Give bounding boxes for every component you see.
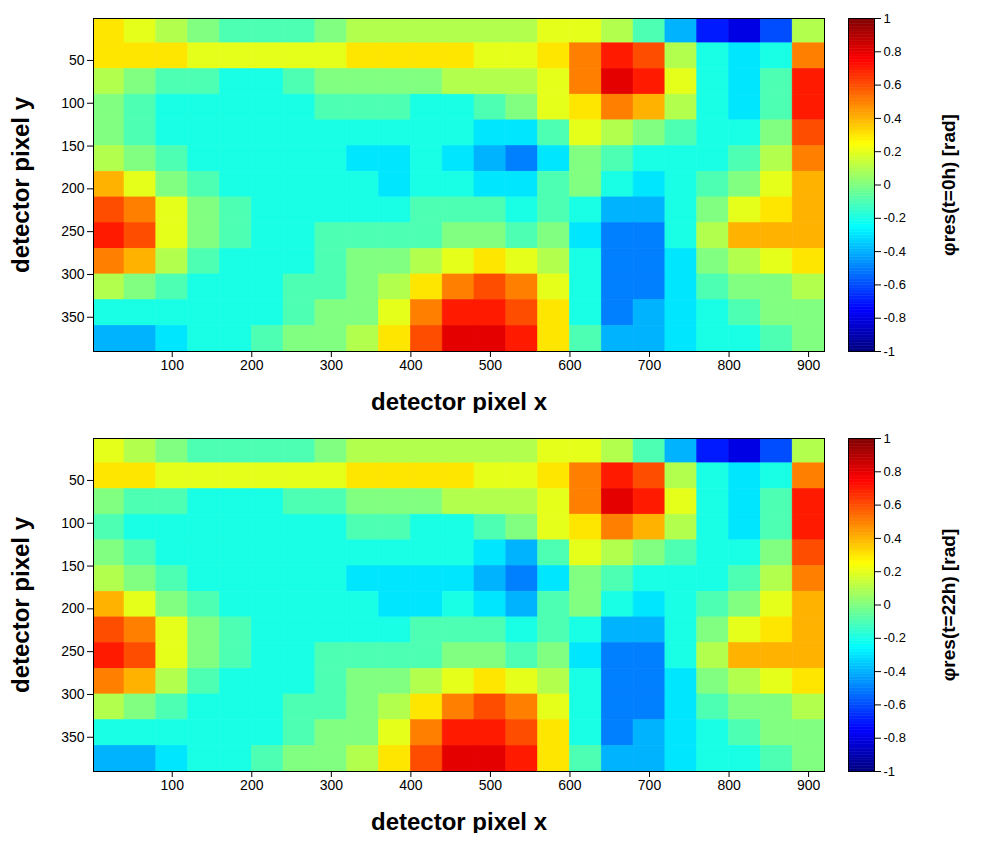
svg-text:0.4: 0.4 (884, 531, 902, 546)
svg-text:300: 300 (320, 777, 344, 793)
svg-text:800: 800 (717, 357, 741, 373)
svg-text:0.6: 0.6 (884, 77, 902, 92)
svg-text:-0.6: -0.6 (884, 697, 906, 712)
svg-text:-0.4: -0.4 (884, 664, 906, 679)
svg-text:900: 900 (797, 357, 821, 373)
svg-text:150: 150 (61, 138, 85, 154)
svg-text:700: 700 (638, 357, 662, 373)
svg-text:0.6: 0.6 (884, 497, 902, 512)
svg-text:detector pixel x: detector pixel x (371, 808, 548, 834)
svg-text:700: 700 (638, 777, 662, 793)
svg-text:detector pixel x: detector pixel x (371, 388, 548, 414)
svg-text:200: 200 (240, 357, 264, 373)
svg-text:350: 350 (61, 729, 85, 745)
svg-text:0.2: 0.2 (884, 144, 902, 159)
svg-text:350: 350 (61, 309, 85, 325)
svg-text:400: 400 (399, 357, 423, 373)
svg-text:200: 200 (240, 777, 264, 793)
svg-text:200: 200 (61, 600, 85, 616)
svg-text:-0.2: -0.2 (884, 210, 906, 225)
svg-text:500: 500 (479, 357, 503, 373)
svg-text:-1: -1 (884, 344, 896, 359)
svg-text:φres(t=22h) [rad]: φres(t=22h) [rad] (938, 529, 959, 681)
svg-text:0.2: 0.2 (884, 564, 902, 579)
svg-text:0.8: 0.8 (884, 44, 902, 59)
svg-text:400: 400 (399, 777, 423, 793)
svg-text:-1: -1 (884, 764, 896, 779)
svg-text:100: 100 (61, 95, 85, 111)
svg-text:50: 50 (69, 52, 85, 68)
svg-text:0: 0 (884, 177, 891, 192)
svg-text:0.8: 0.8 (884, 464, 902, 479)
svg-text:900: 900 (797, 777, 821, 793)
svg-text:φres(t=0h) [rad]: φres(t=0h) [rad] (938, 114, 959, 256)
svg-text:-0.8: -0.8 (884, 730, 906, 745)
svg-text:detector pixel y: detector pixel y (8, 96, 34, 273)
svg-text:250: 250 (61, 643, 85, 659)
svg-text:-0.4: -0.4 (884, 244, 906, 259)
svg-text:-0.6: -0.6 (884, 277, 906, 292)
svg-text:0.4: 0.4 (884, 111, 902, 126)
svg-text:-0.8: -0.8 (884, 310, 906, 325)
svg-text:300: 300 (320, 357, 344, 373)
svg-text:800: 800 (717, 777, 741, 793)
svg-text:100: 100 (61, 515, 85, 531)
svg-text:500: 500 (479, 777, 503, 793)
svg-text:detector pixel y: detector pixel y (8, 516, 34, 693)
svg-text:300: 300 (61, 686, 85, 702)
svg-text:1: 1 (884, 11, 891, 26)
svg-text:50: 50 (69, 472, 85, 488)
svg-text:600: 600 (558, 357, 582, 373)
svg-text:100: 100 (161, 777, 185, 793)
svg-text:-0.2: -0.2 (884, 630, 906, 645)
svg-text:250: 250 (61, 223, 85, 239)
svg-text:200: 200 (61, 180, 85, 196)
svg-text:150: 150 (61, 558, 85, 574)
svg-text:0: 0 (884, 597, 891, 612)
svg-text:100: 100 (161, 357, 185, 373)
svg-text:1: 1 (884, 431, 891, 446)
svg-text:300: 300 (61, 266, 85, 282)
svg-text:600: 600 (558, 777, 582, 793)
